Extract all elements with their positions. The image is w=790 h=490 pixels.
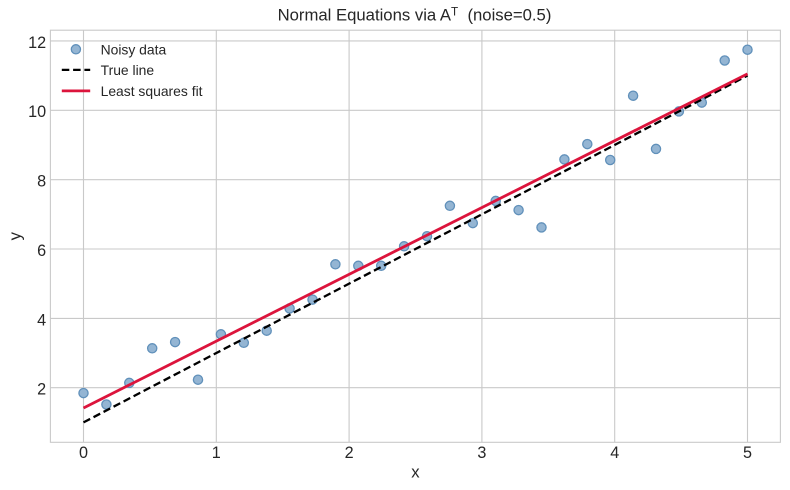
svg-text:Least squares fit: Least squares fit [101, 83, 203, 99]
svg-text:8: 8 [37, 173, 46, 191]
svg-text:10: 10 [28, 103, 46, 121]
svg-text:4: 4 [37, 311, 46, 329]
svg-text:4: 4 [610, 444, 619, 462]
svg-text:y: y [6, 231, 25, 240]
svg-text:Normal Equations via AT (nois: Normal Equations via AT (noise=0.5) [278, 5, 552, 24]
svg-text:True line: True line [101, 62, 155, 78]
svg-text:12: 12 [28, 34, 46, 52]
svg-text:1: 1 [212, 444, 221, 462]
svg-text:5: 5 [743, 444, 752, 462]
svg-text:Noisy data: Noisy data [101, 41, 167, 57]
svg-text:2: 2 [37, 381, 46, 399]
svg-text:0: 0 [79, 444, 88, 462]
svg-text:2: 2 [345, 444, 354, 462]
svg-text:x: x [411, 463, 420, 482]
svg-text:6: 6 [37, 242, 46, 260]
svg-text:3: 3 [477, 444, 486, 462]
